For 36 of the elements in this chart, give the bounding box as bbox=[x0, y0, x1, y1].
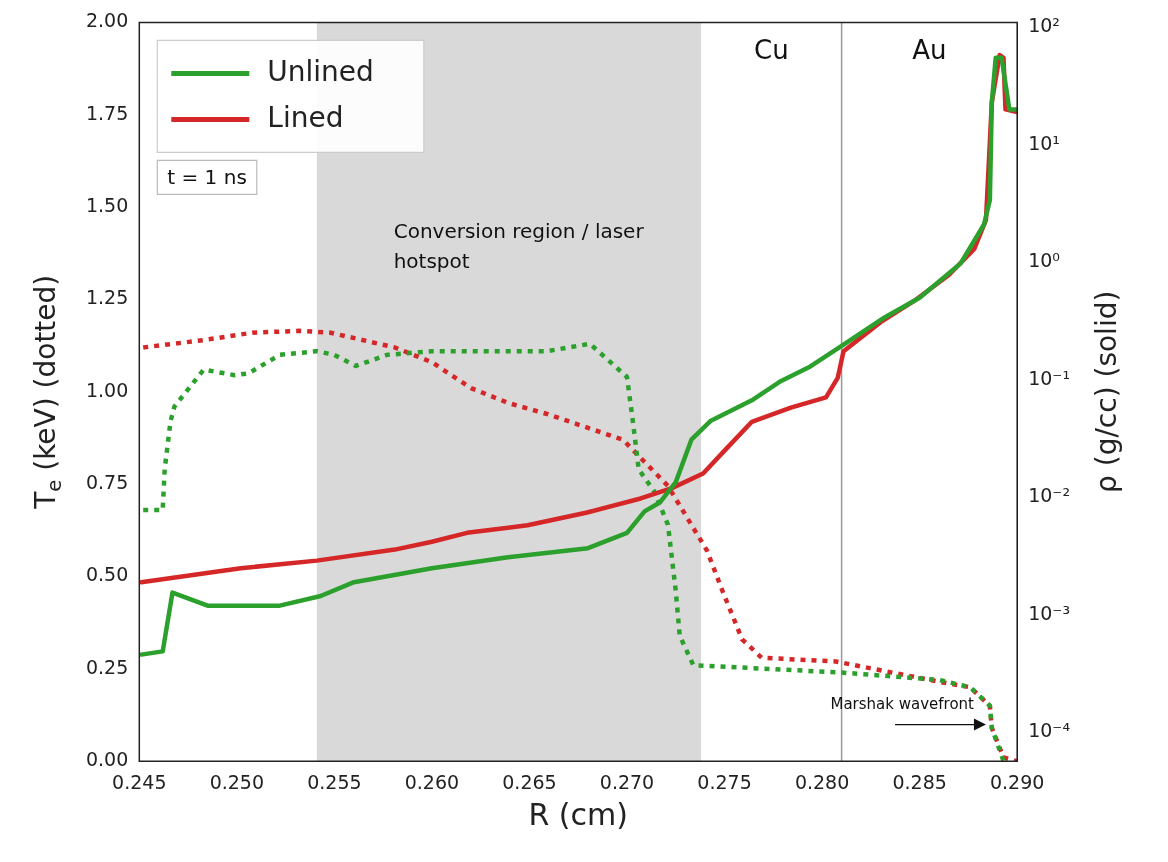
y2-tick-label: 10⁻⁴ bbox=[1028, 719, 1071, 742]
y-axis-title: Te (keV) (dotted) bbox=[28, 274, 66, 510]
annotation: Au bbox=[912, 35, 947, 66]
x-tick-label: 0.290 bbox=[989, 770, 1045, 793]
band-label: Conversion region / laser hotspot bbox=[393, 219, 645, 274]
y2-tick-label: 10⁻² bbox=[1028, 484, 1071, 507]
y2-axis-title: ρ (g/cc) (solid) bbox=[1090, 290, 1124, 493]
x-tick-label: 0.260 bbox=[404, 770, 460, 793]
x-tick-label: 0.275 bbox=[697, 770, 752, 793]
y2-tick-label: 10⁰ bbox=[1028, 249, 1060, 272]
x-tick-label: 0.245 bbox=[112, 770, 167, 793]
legend-label: Lined bbox=[267, 100, 344, 134]
y2-tick-label: 10² bbox=[1028, 14, 1060, 37]
y-tick-label: 2.00 bbox=[85, 9, 129, 32]
y2-tick-label: 10⁻¹ bbox=[1028, 366, 1071, 389]
y-tick-label: 1.25 bbox=[85, 286, 129, 309]
y-tick-label: 0.25 bbox=[85, 655, 129, 678]
y-tick-label: 0.00 bbox=[85, 748, 129, 771]
x-tick-label: 0.280 bbox=[794, 770, 850, 793]
y-tick-label: 1.75 bbox=[85, 101, 129, 124]
y-tick-label: 1.00 bbox=[85, 378, 129, 401]
x-tick-label: 0.255 bbox=[307, 770, 362, 793]
annotation: t = 1 ns bbox=[167, 164, 247, 189]
x-tick-label: 0.285 bbox=[892, 770, 947, 793]
annotation: Cu bbox=[754, 35, 789, 66]
x-tick-label: 0.265 bbox=[502, 770, 557, 793]
y2-tick-label: 10¹ bbox=[1028, 131, 1060, 154]
y-tick-label: 1.50 bbox=[85, 194, 129, 217]
y2-tick-label: 10⁻³ bbox=[1028, 601, 1071, 624]
annotation: Marshak wavefront bbox=[830, 694, 975, 713]
y-tick-label: 0.75 bbox=[85, 471, 129, 494]
x-axis-title: R (cm) bbox=[528, 797, 628, 832]
legend-label: Unlined bbox=[267, 54, 374, 88]
x-tick-label: 0.250 bbox=[209, 770, 265, 793]
x-tick-label: 0.270 bbox=[599, 770, 655, 793]
y-tick-label: 0.50 bbox=[85, 563, 129, 586]
